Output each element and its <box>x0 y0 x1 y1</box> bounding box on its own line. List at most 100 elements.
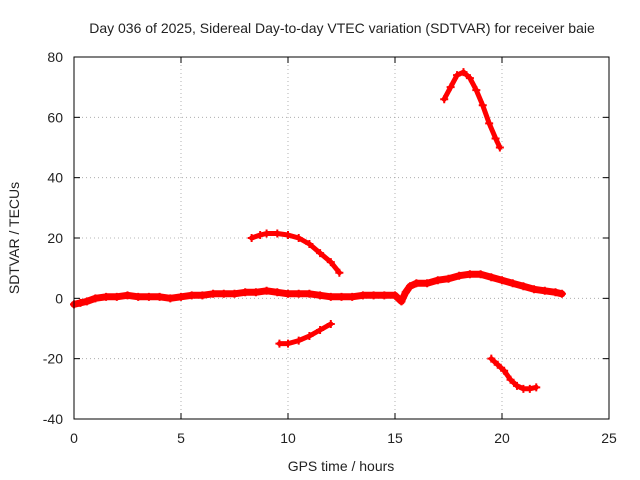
data-point <box>294 289 303 298</box>
data-point <box>247 234 256 242</box>
data-point <box>487 273 496 282</box>
data-point <box>134 292 143 301</box>
x-tick-label: 5 <box>177 430 185 446</box>
data-point <box>476 270 485 279</box>
data-point <box>397 297 406 306</box>
data-point <box>453 71 462 80</box>
data-point <box>551 288 560 297</box>
y-tick-label: 20 <box>47 230 63 246</box>
data-point <box>485 119 494 128</box>
data-point <box>491 134 500 143</box>
data-point <box>532 383 541 392</box>
series-arc-mid <box>247 229 344 277</box>
data-point <box>177 292 185 301</box>
data-point <box>557 289 566 298</box>
data-point <box>508 279 517 288</box>
x-tick-label: 10 <box>280 430 296 446</box>
data-point <box>123 291 132 300</box>
chart-title: Day 036 of 2025, Sidereal Day-to-day VTE… <box>89 20 595 36</box>
data-point <box>316 291 325 300</box>
data-point <box>82 297 91 306</box>
data-point <box>326 258 335 267</box>
data-point <box>380 291 389 300</box>
data-point <box>465 74 474 83</box>
data-point <box>446 83 455 92</box>
data-point <box>144 292 153 301</box>
data-point <box>540 286 549 295</box>
data-point <box>275 339 284 348</box>
y-tick-label: 80 <box>47 49 63 65</box>
data-point <box>102 292 111 301</box>
x-axis-label: GPS time / hours <box>288 458 395 474</box>
data-point <box>166 294 175 303</box>
data-point <box>478 101 487 110</box>
data-point <box>284 339 292 348</box>
data-point <box>209 289 218 298</box>
data-point <box>256 230 265 239</box>
data-point <box>155 292 164 301</box>
series-tail <box>487 354 541 393</box>
data-point <box>405 282 414 291</box>
data-point <box>506 375 515 384</box>
y-tick-label: 40 <box>47 170 63 186</box>
data-point <box>326 292 335 301</box>
data-point <box>326 319 335 328</box>
x-tick-label: 20 <box>494 430 510 446</box>
y-tick-label: 0 <box>55 290 63 306</box>
series-line <box>249 231 342 276</box>
data-point <box>401 288 410 297</box>
data-point <box>412 279 421 288</box>
data-point <box>112 292 121 301</box>
data-point <box>433 276 442 285</box>
series-main-band <box>70 270 566 309</box>
data-point <box>459 68 468 77</box>
data-point <box>512 381 521 390</box>
data-point <box>273 229 282 238</box>
data-point <box>198 291 207 300</box>
data-point <box>294 336 303 345</box>
data-point <box>495 143 504 152</box>
data-point <box>230 289 239 298</box>
x-tick-label: 15 <box>387 430 403 446</box>
data-point <box>498 276 506 285</box>
data-point <box>305 240 314 249</box>
axis-ticks: 0 5 10 15 20 25 -40 -20 0 20 40 60 80 <box>43 49 617 446</box>
data-point <box>305 332 314 341</box>
data-point <box>444 274 453 283</box>
data-point <box>493 360 502 369</box>
data-point <box>423 279 432 288</box>
data-point <box>284 289 292 298</box>
data-point <box>273 288 282 297</box>
data-point <box>262 286 271 295</box>
x-tick-label: 0 <box>70 430 78 446</box>
y-tick-label: -40 <box>43 411 63 427</box>
data-point <box>219 289 228 298</box>
data-point <box>241 288 250 297</box>
data-point <box>530 285 539 294</box>
data-point <box>369 291 378 300</box>
data-point <box>337 292 346 301</box>
data-point <box>391 291 399 300</box>
data-point <box>187 291 196 300</box>
data-point <box>472 86 481 95</box>
y-tick-label: -20 <box>43 351 63 367</box>
data-point <box>358 291 367 300</box>
data-point <box>525 384 534 393</box>
data-point <box>348 292 357 301</box>
data-point <box>455 271 464 280</box>
data-point <box>440 95 449 104</box>
data-point <box>76 298 85 307</box>
series-line <box>70 270 566 308</box>
data-point <box>487 354 496 363</box>
data-point <box>294 234 303 242</box>
series-arc-low <box>275 319 335 348</box>
data-point <box>500 366 509 375</box>
y-tick-label: 60 <box>47 109 63 125</box>
x-tick-label: 25 <box>601 430 617 446</box>
data-point <box>519 282 528 291</box>
data-point <box>316 249 325 258</box>
series-layer <box>70 68 566 393</box>
series-arc-high <box>440 68 504 152</box>
grid <box>74 57 609 419</box>
